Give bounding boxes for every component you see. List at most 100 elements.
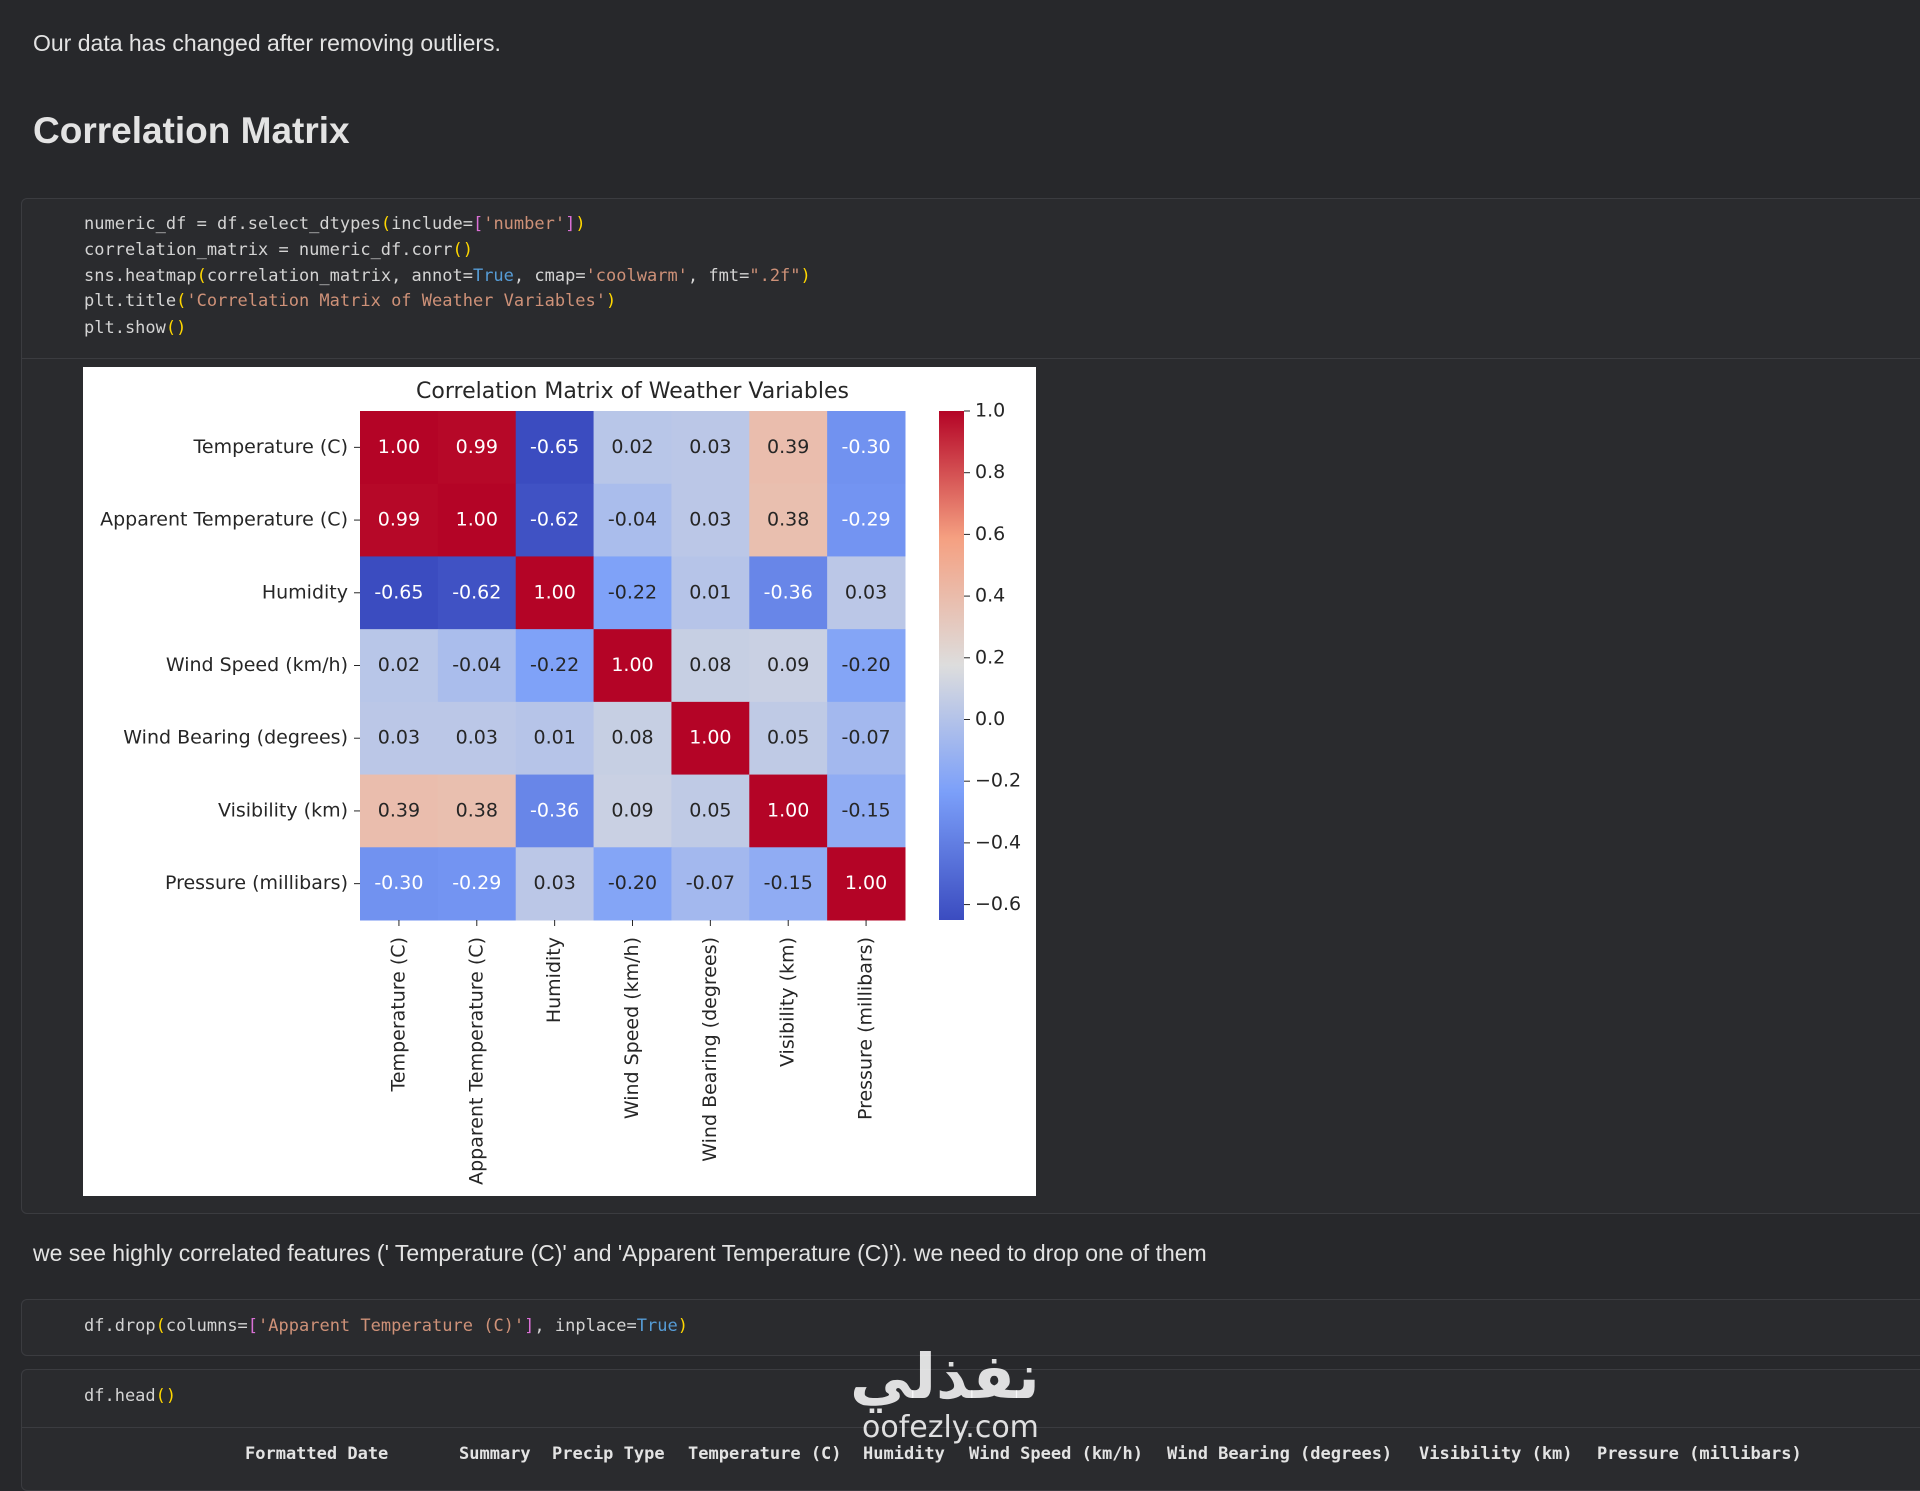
cell-separator [21, 358, 1920, 359]
x-tick-label: Temperature (C) [387, 937, 409, 1093]
heatmap-cell [827, 701, 906, 776]
x-tick-label: Wind Speed (km/h) [621, 937, 643, 1119]
cell-annotation: 0.05 [689, 799, 731, 821]
table-header: Temperature (C) [688, 1444, 842, 1464]
colorbar [939, 411, 964, 920]
heatmap-cell [360, 629, 439, 703]
heatmap-cell [671, 701, 750, 776]
cell-annotation: 1.00 [456, 509, 498, 531]
code-line: df.head() [84, 1386, 177, 1406]
colorbar-tick-label: −0.6 [975, 893, 1021, 915]
y-tick-label: Apparent Temperature (C) [100, 509, 348, 531]
cell-annotation: -0.22 [530, 654, 579, 676]
heatmap-cell [827, 629, 906, 703]
colorbar-tick-label: −0.4 [975, 831, 1021, 853]
heatmap-cell [593, 847, 672, 921]
heatmap-cell [437, 629, 517, 703]
heatmap-cell [360, 847, 439, 921]
cell-annotation: 0.09 [611, 799, 653, 821]
code-line: sns.heatmap(correlation_matrix, annot=Tr… [84, 266, 811, 286]
code-cell[interactable] [21, 1299, 1920, 1356]
heatmap-cell [360, 701, 439, 776]
heatmap-cell [437, 774, 517, 848]
cell-annotation: -0.65 [374, 581, 423, 603]
cell-annotation: -0.04 [452, 654, 501, 676]
x-tick-label: Humidity [543, 937, 565, 1023]
cell-annotation: 1.00 [767, 799, 809, 821]
heatmap-cell [827, 774, 906, 848]
heatmap-cell [437, 483, 517, 557]
cell-annotation: -0.15 [764, 872, 813, 894]
colorbar-tick-label: 0.2 [975, 646, 1005, 668]
heatmap-cell [437, 411, 517, 485]
x-tick-label: Pressure (millibars) [855, 937, 877, 1120]
cell-annotation: 0.09 [767, 654, 809, 676]
markdown-text: we see highly correlated features (' Tem… [33, 1240, 1207, 1266]
heatmap-cell [749, 483, 828, 557]
heatmap-cell [827, 847, 906, 921]
cell-annotation: 0.01 [533, 727, 575, 749]
heatmap-cell [671, 556, 750, 630]
y-tick-label: Humidity [262, 581, 348, 603]
table-header: Pressure (millibars) [1597, 1444, 1802, 1464]
cell-annotation: 1.00 [611, 654, 653, 676]
section-heading: Correlation Matrix [33, 110, 350, 151]
colorbar-tick-label: 0.8 [975, 461, 1005, 483]
cell-annotation: -0.29 [841, 509, 890, 531]
table-header: Humidity [863, 1444, 945, 1464]
heatmap-cell [437, 847, 517, 921]
cell-annotation: -0.29 [452, 872, 501, 894]
cell-annotation: 0.38 [767, 509, 809, 531]
cell-annotation: 0.03 [378, 727, 420, 749]
table-header: Summary [459, 1444, 531, 1464]
cell-annotation: 0.02 [611, 436, 653, 458]
cell-annotation: 1.00 [533, 581, 575, 603]
cell-annotation: 0.38 [456, 799, 498, 821]
cell-annotation: 0.08 [611, 727, 653, 749]
heatmap-cell [827, 483, 906, 557]
heatmap-cell [593, 556, 672, 630]
table-header: Formatted Date [245, 1444, 389, 1464]
cell-annotation: 1.00 [845, 872, 887, 894]
heatmap-cell [515, 847, 595, 921]
heatmap-cell [437, 701, 517, 776]
cell-annotation: 0.08 [689, 654, 731, 676]
cell-annotation: 0.99 [456, 436, 498, 458]
code-line: correlation_matrix = numeric_df.corr() [84, 240, 473, 260]
heatmap-cell [360, 483, 439, 557]
colorbar-tick-label: −0.2 [975, 770, 1021, 792]
y-tick-label: Temperature (C) [193, 436, 349, 458]
heatmap-figure: Correlation Matrix of Weather Variables T… [83, 367, 1036, 1196]
cell-annotation: -0.30 [841, 436, 890, 458]
heatmap-cell [515, 483, 595, 557]
heatmap-cell [749, 847, 828, 921]
heatmap-cell [360, 411, 439, 485]
colorbar-tick-label: 0.6 [975, 523, 1005, 545]
heatmap-cell [593, 483, 672, 557]
y-tick-label: Pressure (millibars) [165, 872, 348, 894]
heatmap-cell [749, 556, 828, 630]
colorbar-tick-label: 1.0 [975, 400, 1005, 422]
heatmap-cell [749, 629, 828, 703]
heatmap-cell [749, 701, 828, 776]
cell-annotation: -0.07 [841, 727, 890, 749]
cell-separator [21, 1427, 1920, 1428]
heatmap-cell [515, 774, 595, 848]
heatmap-cell [360, 556, 439, 630]
cell-annotation: 1.00 [378, 436, 420, 458]
heatmap-cell [593, 411, 672, 485]
code-line: df.drop(columns=['Apparent Temperature (… [84, 1316, 688, 1336]
heatmap-cell [515, 556, 595, 630]
cell-annotation: -0.07 [686, 872, 735, 894]
code-line: plt.show() [84, 318, 187, 338]
cell-annotation: 0.03 [689, 509, 731, 531]
cell-annotation: 0.03 [533, 872, 575, 894]
x-tick-label: Visibility (km) [777, 937, 799, 1067]
cell-annotation: -0.62 [530, 509, 579, 531]
heatmap-cell [515, 701, 595, 776]
heatmap-cell [593, 629, 672, 703]
heatmap-cell [593, 774, 672, 848]
heatmap-cell [360, 774, 439, 848]
